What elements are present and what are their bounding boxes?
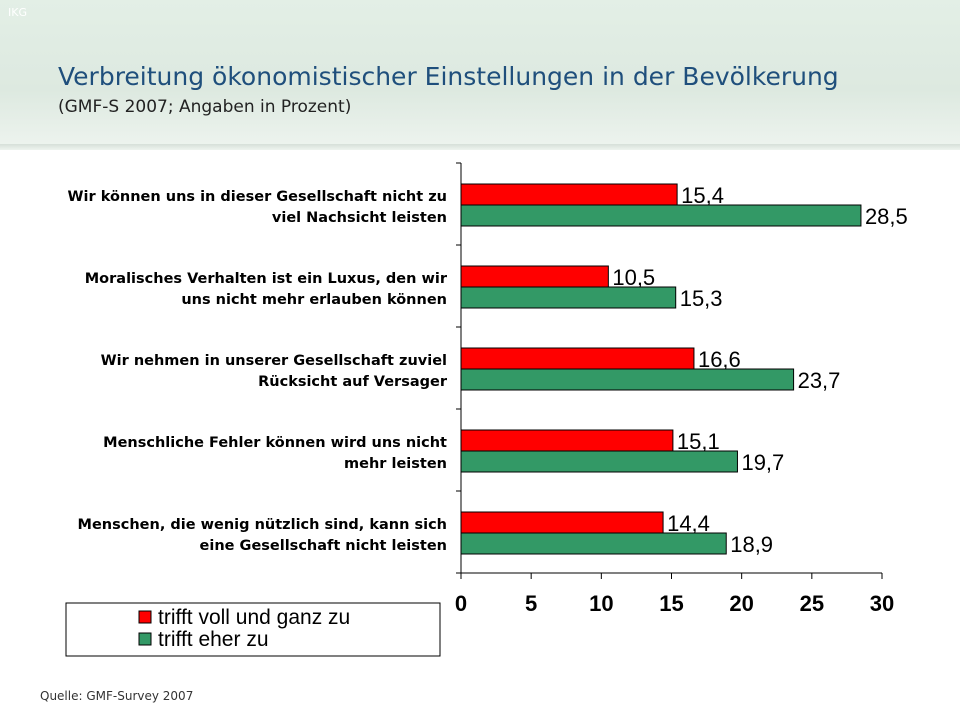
category-label: Wir können uns in dieser Gesellschaft ni…	[68, 189, 447, 205]
x-tick-label: 5	[525, 591, 537, 616]
x-tick-label: 0	[455, 591, 467, 616]
category-label: viel Nachsicht leisten	[272, 210, 447, 226]
category-label: Menschen, die wenig nützlich sind, kann …	[78, 517, 447, 533]
category-label: uns nicht mehr erlauben können	[181, 292, 447, 308]
category-label: Wir nehmen in unserer Gesellschaft zuvie…	[101, 353, 447, 369]
data-label-eher: 15,3	[680, 286, 723, 311]
bar-voll-und-ganz	[460, 511, 664, 534]
x-tick-label: 10	[589, 591, 613, 616]
bar-voll-und-ganz	[460, 429, 674, 452]
data-label-voll-und-ganz: 15,1	[677, 429, 720, 454]
bar-eher	[460, 204, 862, 227]
data-label-eher: 19,7	[741, 450, 784, 475]
data-label-voll-und-ganz: 14,4	[667, 511, 710, 536]
bar-eher	[460, 532, 727, 555]
category-label: eine Gesellschaft nicht leisten	[200, 538, 447, 554]
bar-eher	[460, 450, 738, 473]
header-band	[0, 0, 960, 150]
data-label-eher: 28,5	[865, 204, 908, 229]
category-label: Rücksicht auf Versager	[258, 374, 448, 390]
category-label: Menschliche Fehler können wird uns nicht	[103, 435, 447, 451]
x-tick-label: 25	[800, 591, 824, 616]
legend-swatch-red	[138, 610, 152, 624]
source-note: Quelle: GMF-Survey 2007	[40, 689, 194, 703]
x-tick-label: 15	[659, 591, 683, 616]
category-label: Moralisches Verhalten ist ein Luxus, den…	[85, 271, 448, 287]
page-subtitle: (GMF-S 2007; Angaben in Prozent)	[58, 97, 352, 117]
legend-box	[65, 602, 441, 657]
x-tick-label: 20	[729, 591, 753, 616]
data-label-voll-und-ganz: 15,4	[681, 183, 724, 208]
legend-swatch-green	[138, 632, 152, 646]
corner-tag: IKG	[8, 6, 27, 19]
legend-label: trifft eher zu	[158, 628, 269, 651]
data-label-voll-und-ganz: 10,5	[612, 265, 655, 290]
data-label-eher: 18,9	[730, 532, 773, 557]
bar-voll-und-ganz	[460, 183, 678, 206]
page-title: Verbreitung ökonomistischer Einstellunge…	[58, 62, 839, 91]
data-label-eher: 23,7	[798, 368, 841, 393]
bar-voll-und-ganz	[460, 347, 695, 370]
bar-eher	[460, 286, 677, 309]
data-label-voll-und-ganz: 16,6	[698, 347, 741, 372]
category-label: mehr leisten	[344, 456, 447, 472]
bar-eher	[460, 368, 795, 391]
x-tick-label: 30	[870, 591, 894, 616]
legend-label: trifft voll und ganz zu	[158, 606, 350, 629]
bar-voll-und-ganz	[460, 265, 609, 288]
